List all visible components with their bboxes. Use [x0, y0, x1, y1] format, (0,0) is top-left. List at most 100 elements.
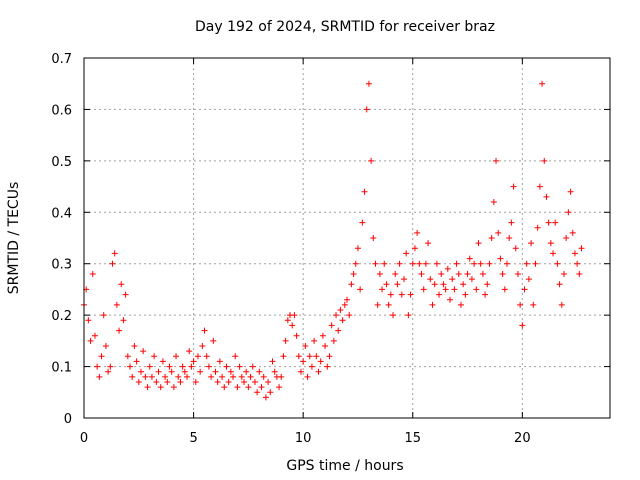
data-point — [381, 260, 388, 267]
data-point — [335, 327, 342, 334]
data-point — [315, 368, 322, 375]
data-point — [442, 286, 449, 293]
data-point — [184, 373, 191, 380]
data-point — [96, 373, 103, 380]
x-tick-label: 0 — [80, 431, 88, 446]
data-point — [398, 291, 405, 298]
data-point — [414, 229, 421, 236]
data-point — [453, 260, 460, 267]
data-point — [170, 384, 177, 391]
data-point — [118, 281, 125, 288]
data-point — [219, 373, 226, 380]
x-axis-label: GPS time / hours — [286, 458, 403, 474]
data-point — [370, 235, 377, 241]
data-point — [214, 379, 221, 385]
data-point — [536, 183, 543, 190]
data-point — [282, 337, 289, 344]
y-tick-label: 0 — [64, 412, 72, 427]
data-point — [490, 199, 497, 205]
data-point — [403, 250, 410, 257]
data-point — [311, 337, 318, 344]
data-point — [409, 260, 416, 267]
data-point — [186, 348, 193, 355]
y-axis-label: SRMTID / TECUs — [6, 182, 22, 295]
data-point — [346, 312, 353, 319]
data-point — [420, 286, 427, 293]
chart-title: Day 192 of 2024, SRMTID for receiver bra… — [195, 19, 495, 35]
data-point — [131, 343, 138, 349]
data-point — [449, 276, 456, 283]
data-point — [374, 301, 381, 308]
data-point — [181, 368, 188, 375]
data-point — [565, 209, 572, 216]
data-point — [552, 219, 559, 226]
data-point — [372, 260, 379, 267]
data-point — [236, 363, 243, 370]
data-point — [576, 271, 583, 277]
data-point — [488, 235, 495, 241]
data-point — [337, 307, 344, 313]
data-point — [528, 240, 535, 247]
data-point — [133, 358, 140, 365]
data-point — [368, 157, 375, 164]
data-point — [262, 394, 269, 401]
x-tick-label: 15 — [404, 431, 421, 446]
y-tick-label: 0.7 — [51, 52, 72, 67]
data-point — [394, 281, 401, 288]
data-point — [541, 157, 548, 164]
data-point — [523, 260, 530, 267]
plot-frame — [83, 57, 611, 419]
data-point — [190, 358, 197, 365]
data-point — [291, 312, 298, 319]
y-tick-label: 0.2 — [51, 309, 72, 324]
data-point — [293, 332, 300, 339]
data-point — [238, 373, 245, 380]
data-point — [91, 332, 98, 339]
data-point — [506, 235, 513, 241]
data-point — [107, 363, 114, 370]
data-point — [473, 286, 480, 293]
data-point — [567, 188, 574, 195]
data-point — [479, 271, 486, 277]
data-point — [396, 260, 403, 267]
data-point — [574, 260, 581, 267]
data-point — [545, 219, 552, 226]
data-point — [271, 368, 278, 375]
data-point — [400, 276, 407, 283]
data-point — [431, 281, 438, 288]
data-point — [484, 281, 491, 288]
data-point — [225, 379, 232, 385]
data-point — [129, 373, 136, 380]
data-point — [379, 286, 386, 293]
data-point — [109, 260, 116, 267]
data-point — [411, 245, 418, 252]
data-point — [501, 286, 508, 293]
x-tick-label: 20 — [514, 431, 531, 446]
data-point — [429, 301, 436, 308]
data-point — [120, 317, 127, 324]
data-point — [339, 317, 346, 324]
data-point — [258, 384, 265, 391]
data-point — [212, 368, 219, 375]
data-point — [295, 353, 302, 360]
data-point — [205, 363, 212, 370]
data-point — [304, 373, 311, 380]
data-point — [519, 322, 526, 329]
data-point — [482, 291, 489, 298]
data-point — [105, 368, 112, 375]
data-point — [560, 271, 567, 277]
data-point — [348, 281, 355, 288]
data-point — [550, 250, 557, 257]
data-point — [245, 384, 252, 391]
data-point — [530, 301, 537, 308]
data-point — [486, 260, 493, 267]
data-point — [87, 337, 94, 344]
data-point — [210, 337, 217, 344]
data-point — [232, 353, 239, 360]
data-point — [328, 322, 335, 329]
data-point — [471, 260, 478, 267]
y-tick-label: 0.3 — [51, 258, 72, 273]
data-point — [376, 271, 383, 277]
data-point — [455, 271, 462, 277]
data-point — [278, 373, 285, 380]
